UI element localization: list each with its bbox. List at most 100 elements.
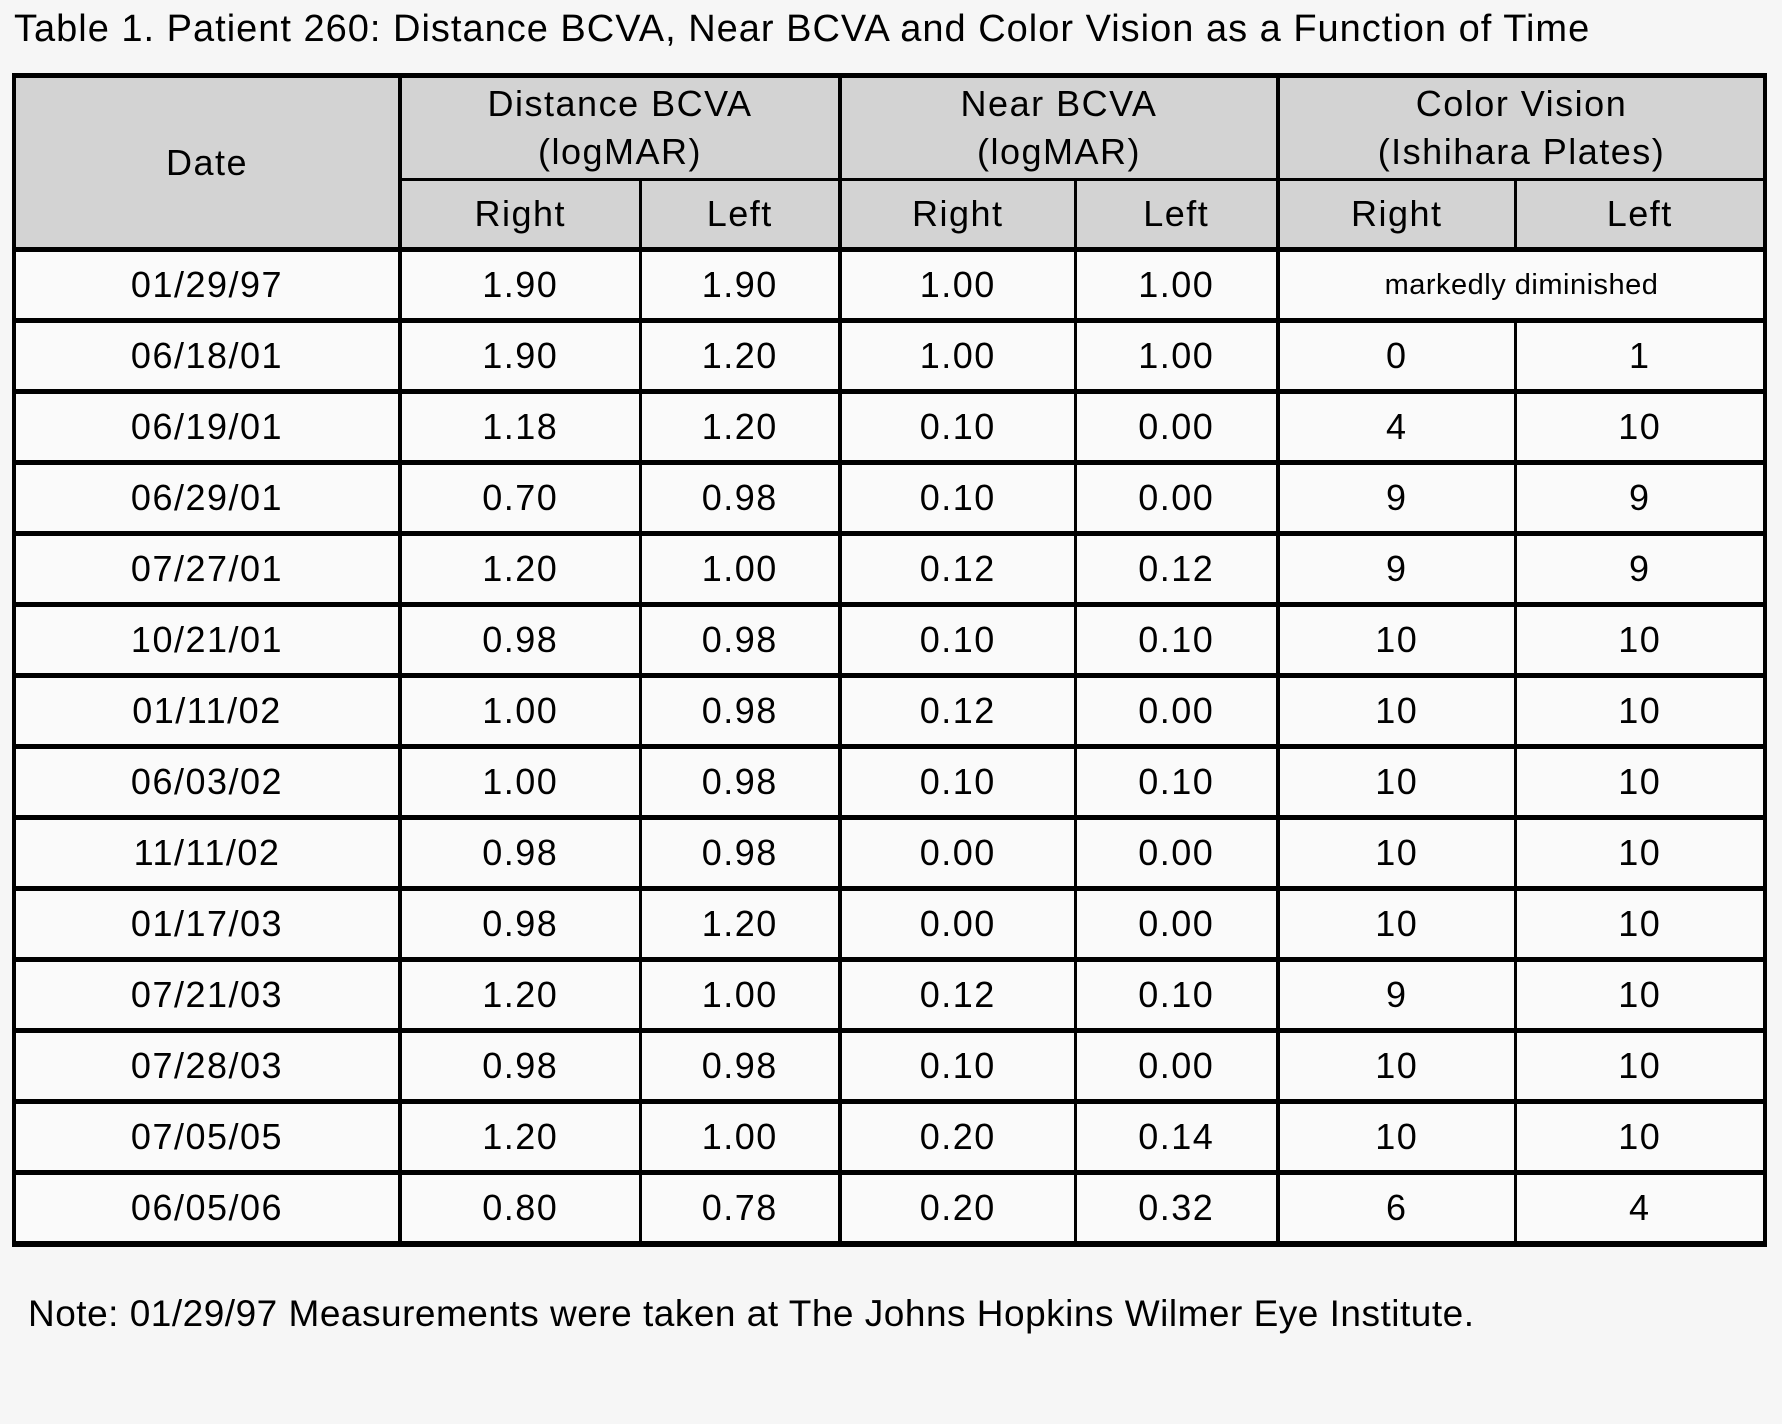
near-left-cell: 0.12 <box>1073 531 1280 607</box>
distance-right-cell: 1.20 <box>398 531 642 607</box>
date-cell: 01/29/97 <box>12 247 402 323</box>
color-right-cell: 10 <box>1276 1028 1517 1104</box>
distance-right-cell: 0.98 <box>398 1028 642 1104</box>
distance-right-cell: 1.20 <box>398 1099 642 1175</box>
date-cell: 07/05/05 <box>12 1099 402 1175</box>
col-subheader-near-right: Right <box>838 178 1077 252</box>
distance-left-cell: 1.90 <box>638 247 842 323</box>
near-right-cell: 0.10 <box>838 389 1077 465</box>
color-right-cell: 9 <box>1276 531 1517 607</box>
date-cell: 10/21/01 <box>12 602 402 678</box>
col-subheader-near-left: Left <box>1073 178 1280 252</box>
color-right-cell: 10 <box>1276 1099 1517 1175</box>
color-right-cell: 9 <box>1276 460 1517 536</box>
distance-left-cell: 1.20 <box>638 318 842 394</box>
table-row: 01/17/03 0.98 1.20 0.00 0.00 10 10 <box>12 886 1767 962</box>
near-right-cell: 0.00 <box>838 886 1077 962</box>
color-right-cell: 10 <box>1276 744 1517 820</box>
date-cell: 07/21/03 <box>12 957 402 1033</box>
color-right-cell: 9 <box>1276 957 1517 1033</box>
col-subheader-distance-left: Left <box>638 178 842 252</box>
color-right-cell: 10 <box>1276 673 1517 749</box>
col-group-near-bcva: Near BCVA (logMAR) <box>838 73 1280 181</box>
col-group-distance-bcva: Distance BCVA (logMAR) <box>398 73 842 181</box>
distance-left-cell: 1.20 <box>638 389 842 465</box>
date-cell: 06/03/02 <box>12 744 402 820</box>
date-cell: 11/11/02 <box>12 815 402 891</box>
near-right-cell: 0.20 <box>838 1170 1077 1246</box>
color-right-cell: 10 <box>1276 815 1517 891</box>
distance-bcva-label: Distance BCVA <box>487 83 753 124</box>
near-left-cell: 0.00 <box>1073 886 1280 962</box>
near-left-cell: 0.00 <box>1073 815 1280 891</box>
table-row: 06/03/02 1.00 0.98 0.10 0.10 10 10 <box>12 744 1767 820</box>
near-right-cell: 0.10 <box>838 744 1077 820</box>
date-cell: 01/11/02 <box>12 673 402 749</box>
distance-right-cell: 0.98 <box>398 886 642 962</box>
date-cell: 06/05/06 <box>12 1170 402 1246</box>
date-cell: 01/17/03 <box>12 886 402 962</box>
distance-right-cell: 0.80 <box>398 1170 642 1246</box>
date-cell: 06/19/01 <box>12 389 402 465</box>
date-cell: 07/27/01 <box>12 531 402 607</box>
table-row: 07/27/01 1.20 1.00 0.12 0.12 9 9 <box>12 531 1767 607</box>
near-left-cell: 0.00 <box>1073 1028 1280 1104</box>
table-header: Date Distance BCVA (logMAR) Near BCVA (l… <box>12 73 1767 252</box>
page-title: Table 1. Patient 260: Distance BCVA, Nea… <box>14 8 1591 50</box>
near-left-cell: 0.10 <box>1073 744 1280 820</box>
color-vision-unit: (Ishihara Plates) <box>1377 131 1666 172</box>
distance-right-cell: 1.18 <box>398 389 642 465</box>
near-left-cell: 0.00 <box>1073 673 1280 749</box>
near-bcva-unit: (logMAR) <box>976 131 1141 172</box>
near-right-cell: 0.12 <box>838 957 1077 1033</box>
col-subheader-color-right: Right <box>1276 178 1517 252</box>
color-left-cell: 10 <box>1513 602 1767 678</box>
distance-left-cell: 1.00 <box>638 957 842 1033</box>
table-row: 06/05/06 0.80 0.78 0.20 0.32 6 4 <box>12 1170 1767 1246</box>
distance-left-cell: 0.98 <box>638 815 842 891</box>
distance-right-cell: 0.98 <box>398 602 642 678</box>
near-left-cell: 0.10 <box>1073 602 1280 678</box>
color-vision-label: Color Vision <box>1415 83 1628 124</box>
near-left-cell: 1.00 <box>1073 318 1280 394</box>
near-right-cell: 0.12 <box>838 531 1077 607</box>
table-row: 06/29/01 0.70 0.98 0.10 0.00 9 9 <box>12 460 1767 536</box>
color-right-cell: 10 <box>1276 886 1517 962</box>
table-row: 10/21/01 0.98 0.98 0.10 0.10 10 10 <box>12 602 1767 678</box>
col-group-color-vision: Color Vision (Ishihara Plates) <box>1276 73 1767 181</box>
color-left-cell: 10 <box>1513 1099 1767 1175</box>
color-left-cell: 10 <box>1513 1028 1767 1104</box>
color-right-cell: 0 <box>1276 318 1517 394</box>
date-cell: 06/18/01 <box>12 318 402 394</box>
distance-left-cell: 0.98 <box>638 1028 842 1104</box>
color-vision-combined-cell: markedly diminished <box>1276 247 1767 323</box>
near-right-cell: 0.10 <box>838 460 1077 536</box>
table-row: 01/11/02 1.00 0.98 0.12 0.00 10 10 <box>12 673 1767 749</box>
color-left-cell: 10 <box>1513 886 1767 962</box>
table-body: 01/29/97 1.90 1.90 1.00 1.00 markedly di… <box>12 247 1767 1246</box>
color-left-cell: 9 <box>1513 531 1767 607</box>
distance-right-cell: 1.00 <box>398 744 642 820</box>
near-right-cell: 0.10 <box>838 1028 1077 1104</box>
color-left-cell: 10 <box>1513 744 1767 820</box>
near-left-cell: 0.10 <box>1073 957 1280 1033</box>
color-left-cell: 10 <box>1513 957 1767 1033</box>
distance-left-cell: 0.78 <box>638 1170 842 1246</box>
color-right-cell: 4 <box>1276 389 1517 465</box>
near-right-cell: 0.10 <box>838 602 1077 678</box>
distance-left-cell: 0.98 <box>638 460 842 536</box>
col-subheader-color-left: Left <box>1513 178 1767 252</box>
near-right-cell: 0.12 <box>838 673 1077 749</box>
header-group-row: Date Distance BCVA (logMAR) Near BCVA (l… <box>12 73 1767 251</box>
distance-right-cell: 1.90 <box>398 247 642 323</box>
table-row: 11/11/02 0.98 0.98 0.00 0.00 10 10 <box>12 815 1767 891</box>
distance-left-cell: 0.98 <box>638 602 842 678</box>
distance-right-cell: 1.00 <box>398 673 642 749</box>
color-left-cell: 1 <box>1513 318 1767 394</box>
distance-bcva-unit: (logMAR) <box>537 131 702 172</box>
table-row: 06/19/01 1.18 1.20 0.10 0.00 4 10 <box>12 389 1767 465</box>
table-note: Note: 01/29/97 Measurements were taken a… <box>28 1292 1475 1334</box>
col-header-date: Date <box>12 73 402 251</box>
distance-left-cell: 0.98 <box>638 744 842 820</box>
color-right-cell: 6 <box>1276 1170 1517 1246</box>
